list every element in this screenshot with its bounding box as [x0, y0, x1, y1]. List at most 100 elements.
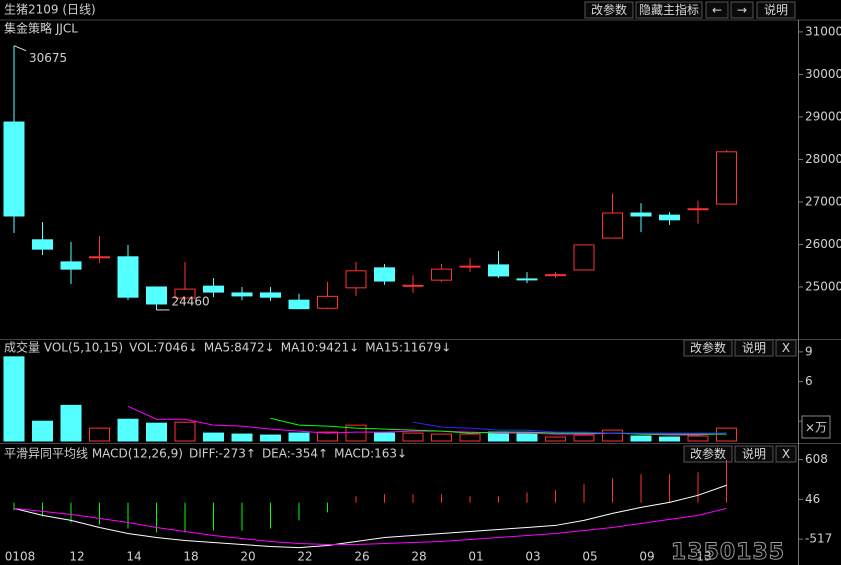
- y-tick-label: 9: [805, 344, 813, 358]
- x-tick-label: 03: [525, 550, 540, 564]
- annotation: 30675: [29, 51, 67, 65]
- candle-body: [402, 284, 424, 287]
- button-label: 说明: [764, 2, 788, 17]
- unit-label: ×万: [805, 421, 827, 435]
- y-tick-label: -517: [805, 532, 832, 546]
- button-frame: [705, 1, 729, 19]
- candle-body: [573, 244, 595, 271]
- button-frame: [734, 445, 774, 463]
- button-label: X: [782, 447, 790, 461]
- candle-body: [60, 261, 82, 270]
- button-frame: [635, 1, 703, 19]
- button[interactable]: 说明: [734, 339, 774, 357]
- indicator-line: [13, 484, 727, 549]
- volume-bar: [203, 432, 224, 442]
- button[interactable]: 说明: [734, 445, 774, 463]
- volume-bar: [117, 418, 139, 442]
- button-frame: [775, 445, 797, 463]
- volume-bar: [260, 434, 281, 442]
- volume-bar: [602, 429, 623, 442]
- candle-body: [117, 256, 139, 298]
- panel-title: 平滑异同平均线 MACD(12,26,9): [4, 447, 183, 461]
- button[interactable]: X: [775, 339, 797, 357]
- candle-body: [3, 121, 25, 217]
- y-tick-label: 28000: [805, 152, 841, 166]
- button[interactable]: 改参数: [683, 445, 733, 463]
- volume-bar: [687, 435, 709, 442]
- unit-box: [801, 415, 831, 439]
- x-tick-label: 14: [126, 550, 141, 564]
- legend-entry: VOL:7046↓: [129, 341, 198, 355]
- button-label: 改参数: [690, 446, 726, 461]
- x-tick-label: 20: [240, 550, 255, 564]
- strategy-label: 集金策略 JJCL: [4, 21, 78, 36]
- candle-body: [174, 288, 196, 299]
- y-tick-label: 30000: [805, 67, 841, 81]
- indicator-line: [270, 417, 727, 435]
- button[interactable]: 改参数: [584, 1, 634, 19]
- y-tick-label: 31000: [805, 24, 841, 38]
- candle-body: [345, 270, 367, 289]
- indicator-line: [13, 507, 727, 546]
- volume-bar: [402, 432, 424, 442]
- x-tick-label: 13: [696, 550, 711, 564]
- button-frame: [683, 339, 733, 357]
- candle-body: [459, 265, 481, 268]
- x-tick-label: 12: [69, 550, 84, 564]
- volume-bar: [3, 356, 25, 442]
- volume-bar: [630, 435, 652, 442]
- annotation-leader: [13, 45, 27, 52]
- button-frame: [584, 1, 634, 19]
- volume-bar: [146, 422, 167, 442]
- x-tick-label: 0108: [5, 550, 36, 564]
- button-label: ←: [712, 3, 722, 17]
- y-tick-label: 6: [805, 374, 813, 388]
- button-label: X: [782, 341, 790, 355]
- indicator-line: [412, 421, 727, 434]
- x-tick-label: 05: [582, 550, 597, 564]
- candle-body: [231, 292, 253, 297]
- volume-bar: [545, 436, 566, 442]
- button[interactable]: ←: [705, 1, 729, 19]
- button[interactable]: 改参数: [683, 339, 733, 357]
- candle-body: [32, 239, 53, 250]
- y-tick-label: 27000: [805, 194, 841, 208]
- panel-title: 成交量 VOL(5,10,15): [4, 340, 123, 355]
- volume-bar: [288, 432, 310, 442]
- candle-body: [260, 292, 281, 298]
- y-tick-label: 608: [805, 452, 828, 466]
- candle-body: [317, 295, 338, 309]
- button[interactable]: →: [730, 1, 754, 19]
- volume-bar: [231, 433, 253, 442]
- y-tick-label: 46: [805, 492, 820, 506]
- volume-bar: [345, 424, 367, 442]
- volume-bar: [317, 431, 338, 442]
- legend-entry: MA15:11679↓: [365, 341, 451, 355]
- button-frame: [756, 1, 796, 19]
- x-tick-label: 01: [468, 550, 483, 564]
- button-label: →: [737, 3, 747, 17]
- candle-body: [687, 208, 709, 211]
- page-title: 生猪2109 (日线): [4, 3, 96, 17]
- x-tick-label: 26: [354, 550, 369, 564]
- candle-body: [89, 256, 110, 259]
- button[interactable]: 说明: [756, 1, 796, 19]
- button[interactable]: 隐藏主指标: [635, 1, 703, 19]
- button-frame: [734, 339, 774, 357]
- button[interactable]: X: [775, 445, 797, 463]
- volume-bar: [32, 420, 53, 442]
- button-frame: [775, 339, 797, 357]
- candle-body: [431, 268, 452, 281]
- volume-bar: [374, 432, 395, 442]
- candle-body: [203, 285, 224, 293]
- candle-body: [602, 212, 623, 239]
- candle-body: [545, 274, 566, 277]
- button-label: 说明: [742, 446, 766, 461]
- candle-body: [630, 212, 652, 217]
- x-tick-label: 09: [639, 550, 654, 564]
- legend-entry: DIFF:-273↑: [189, 447, 256, 461]
- y-tick-label: 26000: [805, 237, 841, 251]
- candle-body: [146, 286, 167, 305]
